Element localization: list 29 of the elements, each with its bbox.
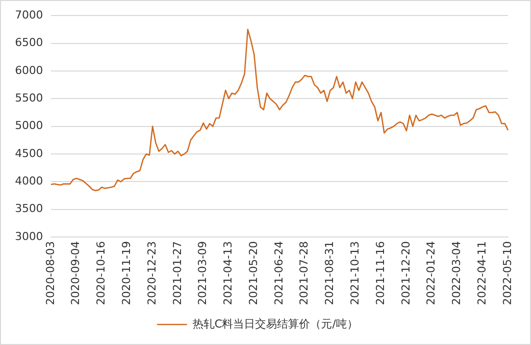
y-tick-label: 3000 bbox=[14, 230, 43, 243]
x-tick-label: 2021-04-13 bbox=[222, 241, 235, 306]
x-tick-label: 2022-03-04 bbox=[450, 241, 464, 306]
x-tick-label: 2022-05-10 bbox=[500, 241, 514, 306]
y-tick-label: 6500 bbox=[14, 36, 43, 50]
x-tick-label: 2021-05-20 bbox=[246, 241, 260, 306]
y-tick-label: 5000 bbox=[14, 119, 43, 132]
y-tick-label: 7000 bbox=[14, 8, 43, 22]
y-tick-label: 4000 bbox=[14, 174, 43, 188]
y-tick-label: 5500 bbox=[14, 92, 43, 105]
y-tick-label: 6000 bbox=[14, 64, 43, 77]
x-tick-label: 2021-01-27 bbox=[170, 241, 184, 306]
x-tick-label: 2020-09-04 bbox=[69, 241, 82, 306]
x-tick-label: 2021-07-28 bbox=[298, 241, 311, 306]
x-tick-label: 2021-10-13 bbox=[348, 241, 362, 306]
x-tick-label: 2022-04-11 bbox=[475, 241, 488, 306]
y-tick-label: 4500 bbox=[14, 146, 43, 160]
x-tick-label: 2021-08-31 bbox=[323, 241, 336, 306]
x-tick-label: 2021-06-24 bbox=[272, 241, 286, 306]
legend-label: 热轧C料当日交易结算价（元/吨） bbox=[192, 317, 358, 330]
x-tick-label: 2021-03-09 bbox=[196, 241, 210, 306]
x-tick-label: 2021-11-16 bbox=[374, 241, 387, 306]
x-tick-label: 2020-08-03 bbox=[44, 241, 57, 306]
y-tick-label: 3500 bbox=[14, 202, 43, 216]
x-tick-label: 2020-12-23 bbox=[145, 241, 158, 306]
x-tick-label: 2020-11-19 bbox=[120, 241, 134, 306]
x-tick-label: 2022-01-24 bbox=[424, 241, 438, 306]
x-tick-label: 2021-12-20 bbox=[399, 241, 412, 306]
x-tick-label: 2020-10-16 bbox=[94, 241, 108, 306]
